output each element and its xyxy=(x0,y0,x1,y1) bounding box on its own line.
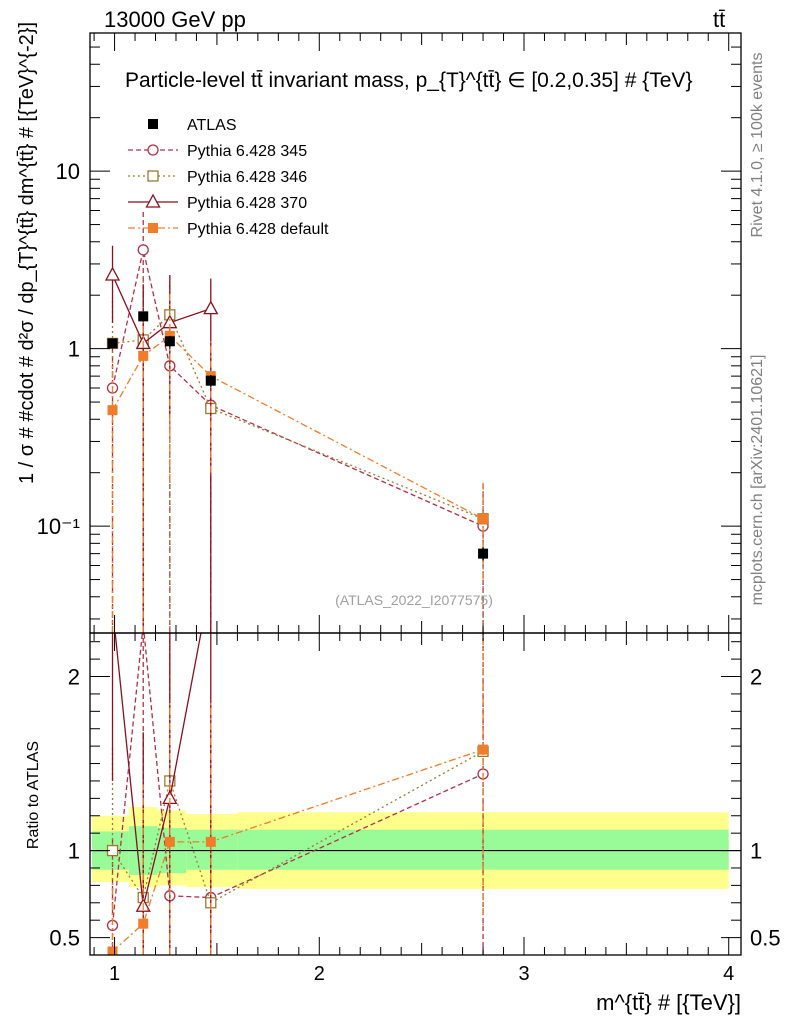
legend-item: Pythia 6.428 default xyxy=(128,221,329,238)
data-point xyxy=(107,338,118,349)
legend-item: ATLAS xyxy=(148,117,237,134)
axis-labels: m^{tt̄} # [{TeV}] 1 / σ # #cdot # d²σ / d… xyxy=(16,22,766,1015)
x-tick-label: 1 xyxy=(109,963,120,985)
y-tick-label: 1 xyxy=(68,337,80,362)
ratio-y-tick-label: 2 xyxy=(68,665,80,690)
ratio-point xyxy=(478,744,489,755)
legend-label: Pythia 6.428 default xyxy=(187,221,329,238)
legend-item: Pythia 6.428 346 xyxy=(128,169,307,186)
data-point xyxy=(478,513,489,524)
legend-marker xyxy=(147,144,159,156)
series-line xyxy=(111,249,484,527)
data-point xyxy=(138,350,149,361)
plot-frames xyxy=(89,32,742,956)
ratio-pythia-6-428-346 xyxy=(106,633,489,955)
ratio-y-tick-label: 0.5 xyxy=(49,926,80,951)
process-label: tt̄ xyxy=(713,7,726,32)
x-tick-label: 4 xyxy=(723,963,734,985)
ratio-line xyxy=(114,633,202,907)
legend: ATLAS Pythia 6.428 345 Pythia 6.428 346 Pyt… xyxy=(128,117,329,238)
ratio-panel-series xyxy=(106,633,489,955)
data-point xyxy=(104,266,121,281)
legend-label: ATLAS xyxy=(187,117,237,134)
ratio-y-axis-label: Ratio to ATLAS xyxy=(25,741,42,849)
legend-marker xyxy=(147,170,159,182)
ratio-y-tick-label-right: 2 xyxy=(750,665,762,690)
chart-title: Particle-level tt̄ invariant mass, p_{T}… xyxy=(125,69,692,92)
legend-item: Pythia 6.428 345 xyxy=(128,143,307,160)
main-panel-series xyxy=(104,210,489,633)
band-inner xyxy=(186,829,238,870)
legend-label: Pythia 6.428 346 xyxy=(187,169,307,186)
series-line xyxy=(111,274,211,345)
data-point xyxy=(205,375,216,386)
axis-ticks: 1 2 3 4 10⁻¹ 1 10 0.5 0.5 1 1 2 2 xyxy=(37,32,781,985)
x-tick-label: 2 xyxy=(314,963,325,985)
series-layer xyxy=(104,210,489,955)
ratio-line xyxy=(111,633,484,926)
data-point xyxy=(137,244,149,256)
legend-label: Pythia 6.428 345 xyxy=(187,143,307,160)
y-axis-label: 1 / σ # #cdot # d²σ / dp_{T}^{tt̄} dm^{t… xyxy=(16,22,38,484)
legend-marker xyxy=(148,119,158,129)
ratio-point xyxy=(107,946,118,955)
series-line xyxy=(112,313,484,520)
x-axis-label: m^{tt̄} # [{TeV}] xyxy=(596,990,741,1015)
ratio-point xyxy=(138,918,149,929)
data-point xyxy=(478,548,489,559)
ratio-y-tick-label-right: 0.5 xyxy=(750,926,781,951)
series-pythia-6-428-370 xyxy=(104,245,219,633)
ratio-pythia-6-428-345 xyxy=(106,633,489,955)
data-point xyxy=(107,405,118,416)
legend-label: Pythia 6.428 370 xyxy=(187,195,307,212)
ratio-y-tick-label-right: 1 xyxy=(750,839,762,864)
mcplots-label: mcplots.cern.ch [arXiv:2401.10621] xyxy=(749,355,766,606)
ratio-pythia-6-428-default xyxy=(107,633,489,955)
ratio-pythia-6-428-370 xyxy=(111,633,212,955)
y-tick-label: 10⁻¹ xyxy=(37,514,80,539)
data-point xyxy=(138,311,149,322)
plot-title: Particle-level tt̄ invariant mass, p_{T}… xyxy=(125,69,692,92)
series-atlas xyxy=(107,311,489,561)
ratio-frame xyxy=(89,632,742,956)
rivet-version-label: Rivet 4.1.0, ≥ 100k events xyxy=(749,53,766,238)
x-tick-label: 3 xyxy=(518,963,529,985)
ratio-point xyxy=(164,836,175,847)
data-point xyxy=(203,300,219,315)
ratio-point xyxy=(205,836,216,847)
uncertainty-bands xyxy=(92,807,729,889)
analysis-watermark: (ATLAS_2022_I2077575) xyxy=(335,592,493,608)
energy-label: 13000 GeV pp xyxy=(104,7,246,32)
series-pythia-6-428-default xyxy=(107,292,489,633)
ratio-y-tick-label: 1 xyxy=(68,839,80,864)
legend-item: Pythia 6.428 370 xyxy=(128,193,307,212)
legend-marker xyxy=(148,223,158,233)
legend-marker xyxy=(145,193,161,208)
data-point xyxy=(164,336,175,347)
y-tick-label: 10 xyxy=(56,159,80,184)
